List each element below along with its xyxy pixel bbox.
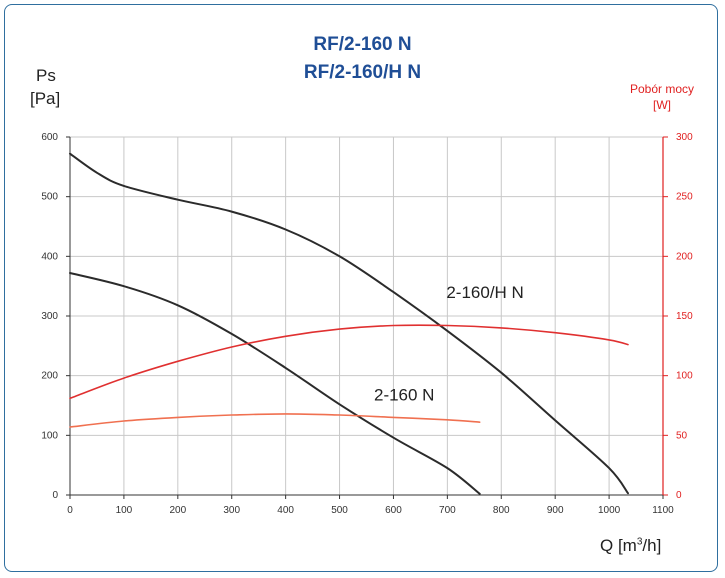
x-tick-label: 100: [116, 505, 133, 516]
y-left-tick-label: 0: [52, 490, 58, 501]
x-tick-label: 400: [277, 505, 294, 516]
curve-annotation: 2-160/H N: [446, 283, 523, 302]
chart-title-line1: RF/2-160 N: [313, 34, 412, 55]
x-tick-label: 900: [547, 505, 564, 516]
chart-title-line2: RF/2-160/H N: [303, 62, 422, 83]
x-tick-label: 200: [169, 505, 186, 516]
y-left-label-line1: Ps: [36, 66, 56, 85]
y-left-label-line2: [Pa]: [30, 89, 61, 108]
x-tick-label: 0: [67, 505, 73, 516]
x-tick-label: 600: [385, 505, 402, 516]
x-axis-label: Q [m3/h]: [600, 536, 662, 555]
y-left-tick-label: 200: [41, 371, 58, 382]
y-left-tick-label: 100: [41, 430, 58, 441]
curve-annotation: 2-160 N: [374, 386, 434, 405]
y-right-tick-label: 200: [676, 251, 693, 262]
y-right-tick-label: 100: [676, 371, 693, 382]
x-tick-label: 300: [223, 505, 240, 516]
x-tick-label: 700: [439, 505, 456, 516]
x-tick-label: 1100: [652, 505, 674, 516]
chart-frame: [4, 4, 718, 572]
y-right-tick-label: 0: [676, 490, 682, 501]
series-line-right-power-3: [69, 413, 481, 428]
y-right-label-line1: Pobór mocy: [629, 82, 695, 96]
x-tick-label: 500: [331, 505, 348, 516]
series-line-2-160-n: [69, 272, 481, 495]
series-line-2-160-h-n: [69, 152, 629, 495]
series-line-right-power-2: [69, 324, 629, 400]
y-left-tick-label: 600: [41, 132, 58, 143]
y-right-tick-label: 300: [676, 132, 693, 143]
y-right-tick-label: 150: [676, 311, 693, 322]
y-right-tick-label: 250: [676, 192, 693, 203]
y-left-tick-label: 300: [41, 311, 58, 322]
y-left-tick-label: 500: [41, 192, 58, 203]
x-tick-label: 800: [493, 505, 510, 516]
y-right-tick-label: 50: [676, 430, 688, 441]
y-left-tick-label: 400: [41, 251, 58, 262]
y-right-label-line2: [W]: [653, 98, 671, 112]
x-tick-label: 1000: [598, 505, 621, 516]
